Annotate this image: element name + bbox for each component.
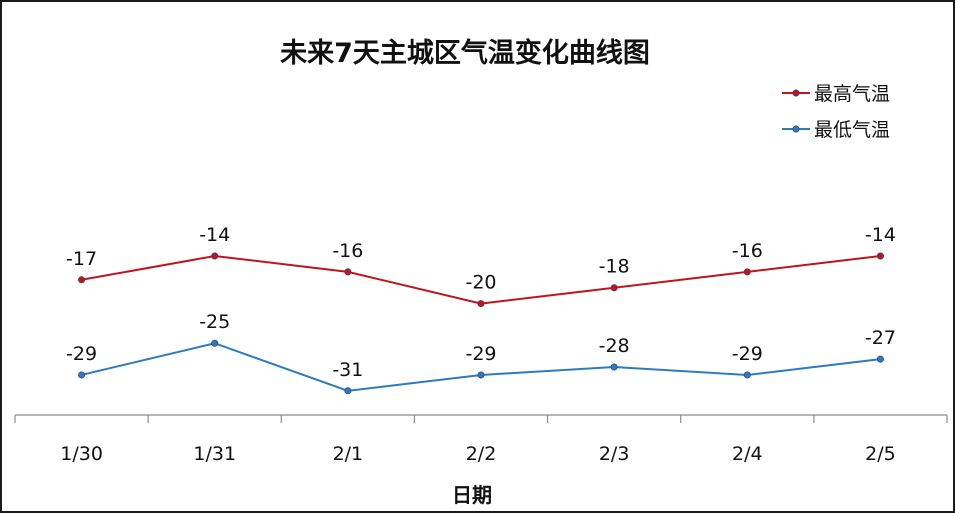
series-1-point bbox=[78, 276, 86, 284]
legend-label: 最低气温 bbox=[814, 119, 890, 141]
series-2-data-label: -29 bbox=[465, 343, 496, 365]
series-2-point bbox=[344, 387, 352, 395]
series-2-point bbox=[211, 339, 219, 347]
series-2-data-label: -27 bbox=[865, 327, 896, 349]
plot-area: -17-14-16-20-18-16-14-29-25-31-29 -28 -29-… bbox=[66, 224, 896, 395]
series-1-point bbox=[610, 284, 618, 292]
series-1-point bbox=[344, 268, 352, 276]
series-2-point bbox=[743, 371, 751, 379]
series-2: -29 -25 -31 -29 -28 -29 -27 bbox=[66, 311, 896, 395]
series-1-point bbox=[211, 252, 219, 260]
series-2-point bbox=[477, 371, 485, 379]
chart-title: 未来7天主城区气温变化曲线图 bbox=[280, 37, 650, 69]
series-2-data-label: -29 bbox=[732, 343, 763, 365]
series-1-data-label: -16 bbox=[332, 240, 363, 262]
series-2-data-label: -25 bbox=[199, 311, 230, 333]
x-tick-label: 2/4 bbox=[732, 443, 763, 465]
x-tick-label: 2/2 bbox=[466, 443, 497, 465]
x-tick-label: 2/3 bbox=[599, 443, 630, 465]
x-axis-ticks: 1/30 1/31 2/1 2/2 2/3 2/4 2/5 bbox=[14, 415, 948, 465]
legend-item: 最低气温 bbox=[782, 119, 890, 141]
series-1-data-label: -14 bbox=[199, 224, 230, 246]
series-2-point bbox=[876, 355, 884, 363]
series-2-point bbox=[610, 363, 618, 371]
x-tick-label: 2/1 bbox=[333, 443, 364, 465]
series-1-data-label: -20 bbox=[465, 272, 496, 294]
series-2-data-label: -31 bbox=[332, 359, 363, 381]
x-axis-title: 日期 bbox=[452, 483, 492, 507]
series-2-point bbox=[78, 371, 86, 379]
legend-item: 最高气温 bbox=[782, 83, 890, 105]
series-2-data-label: -29 bbox=[66, 343, 97, 365]
x-tick-label: 2/5 bbox=[865, 443, 896, 465]
series-1-data-label: -16 bbox=[732, 240, 763, 262]
series-1-point bbox=[876, 252, 884, 260]
series-1-data-label: -18 bbox=[599, 256, 630, 278]
series-1-data-label: -17 bbox=[66, 248, 97, 270]
series-1-point bbox=[477, 300, 485, 308]
x-tick-label: 1/30 bbox=[60, 443, 103, 465]
legend-marker bbox=[792, 89, 800, 97]
legend-marker bbox=[792, 125, 800, 133]
series-1: -17 -14 -16 -20 -18 -16 -14 bbox=[66, 224, 896, 308]
series-1-point bbox=[743, 268, 751, 276]
series-2-data-label: -28 bbox=[599, 335, 630, 357]
legend-label: 最高气温 bbox=[814, 83, 890, 105]
x-tick-label: 1/31 bbox=[193, 443, 236, 465]
series-1-data-label: -14 bbox=[865, 224, 896, 246]
